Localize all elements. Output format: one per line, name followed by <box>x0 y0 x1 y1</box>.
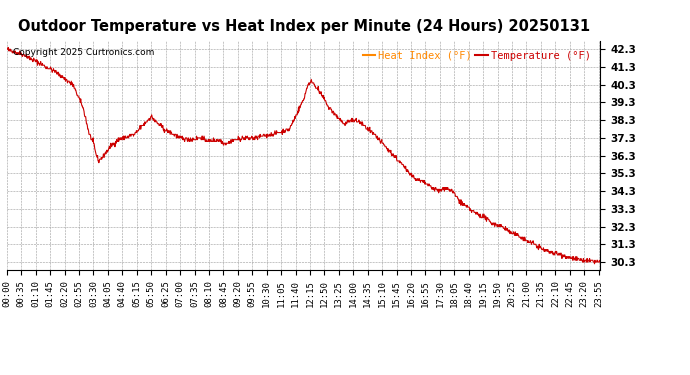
Text: Copyright 2025 Curtronics.com: Copyright 2025 Curtronics.com <box>13 48 154 57</box>
Text: Outdoor Temperature vs Heat Index per Minute (24 Hours) 20250131: Outdoor Temperature vs Heat Index per Mi… <box>17 19 590 34</box>
Legend: Heat Index (°F), Temperature (°F): Heat Index (°F), Temperature (°F) <box>359 46 595 65</box>
